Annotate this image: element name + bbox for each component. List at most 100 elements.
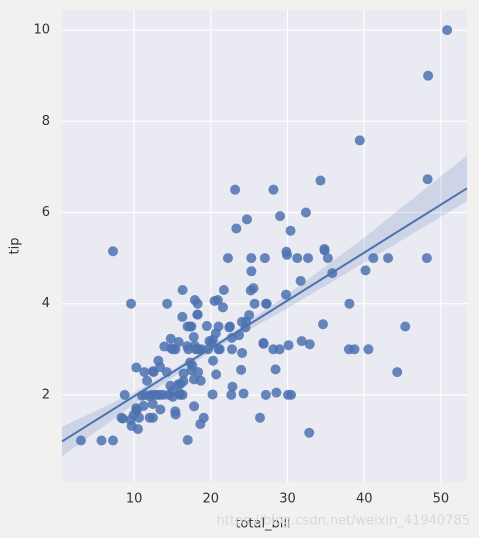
point [246, 253, 257, 264]
point [189, 401, 200, 412]
point [237, 347, 248, 358]
point [318, 319, 329, 330]
point [363, 344, 374, 355]
point [268, 184, 279, 195]
point [322, 253, 333, 264]
point [392, 367, 403, 378]
point [245, 285, 256, 296]
point [244, 310, 255, 321]
point [280, 289, 291, 300]
point [159, 341, 170, 352]
point [192, 298, 203, 309]
point [148, 366, 159, 377]
point [254, 412, 265, 423]
point [108, 435, 119, 446]
point [195, 419, 206, 430]
point [207, 389, 218, 400]
point [178, 376, 189, 387]
point [147, 399, 158, 410]
point [300, 207, 311, 218]
confidence-band [62, 155, 467, 457]
point [241, 214, 252, 225]
point [155, 404, 166, 415]
y-tick-label: 10 [33, 23, 50, 38]
point [139, 367, 150, 378]
point [259, 253, 270, 264]
point [173, 336, 184, 347]
point [147, 412, 158, 423]
point [303, 253, 314, 264]
point [400, 321, 411, 332]
point [209, 295, 220, 306]
point [177, 285, 188, 296]
point [116, 412, 127, 423]
y-axis-label: tip [8, 238, 23, 255]
point [423, 70, 434, 81]
point [96, 435, 107, 446]
x-tick-label: 50 [433, 492, 450, 507]
point [163, 389, 174, 400]
point [360, 265, 371, 276]
x-axis-label: total_bill [235, 517, 290, 532]
point [285, 225, 296, 236]
point [383, 253, 394, 264]
point [226, 332, 237, 343]
point [134, 412, 145, 423]
point [230, 184, 241, 195]
x-tick-label: 10 [126, 492, 143, 507]
point [304, 427, 315, 438]
point [201, 321, 212, 332]
point [131, 362, 142, 373]
point [222, 253, 233, 264]
point [295, 275, 306, 286]
point [354, 135, 365, 146]
point [213, 344, 224, 355]
point [319, 245, 330, 256]
point [153, 355, 164, 366]
point [226, 344, 237, 355]
point [349, 344, 360, 355]
y-tick-label: 8 [42, 114, 50, 129]
point [174, 389, 185, 400]
point [421, 253, 432, 264]
point [75, 435, 86, 446]
plot-area [62, 10, 467, 482]
point [165, 333, 176, 344]
point [218, 285, 229, 296]
point [231, 223, 242, 234]
point [315, 175, 326, 186]
point [292, 253, 303, 264]
point [226, 389, 237, 400]
y-tick-label: 4 [42, 296, 50, 311]
regression-line [61, 187, 468, 443]
point [178, 368, 189, 379]
point [170, 406, 181, 417]
point [186, 321, 197, 332]
point [368, 253, 379, 264]
point [246, 266, 257, 277]
x-tick-label: 30 [279, 492, 296, 507]
point [238, 388, 249, 399]
point [304, 339, 315, 350]
watermark: https://blog.csdn.net/weixin_41940785 [216, 514, 470, 529]
point [260, 389, 271, 400]
point [442, 25, 453, 36]
point [188, 331, 199, 342]
point [282, 389, 293, 400]
point [108, 246, 119, 257]
y-tick-label: 6 [42, 205, 50, 220]
point [236, 364, 247, 375]
point [268, 344, 279, 355]
point [133, 424, 144, 435]
point [227, 381, 238, 392]
point [422, 174, 433, 185]
point [283, 340, 294, 351]
point [208, 355, 219, 366]
x-tick-label: 20 [203, 492, 220, 507]
point [177, 311, 188, 322]
point [270, 364, 281, 375]
y-tick-label: 2 [42, 387, 50, 402]
point [192, 309, 203, 320]
point [162, 298, 173, 309]
